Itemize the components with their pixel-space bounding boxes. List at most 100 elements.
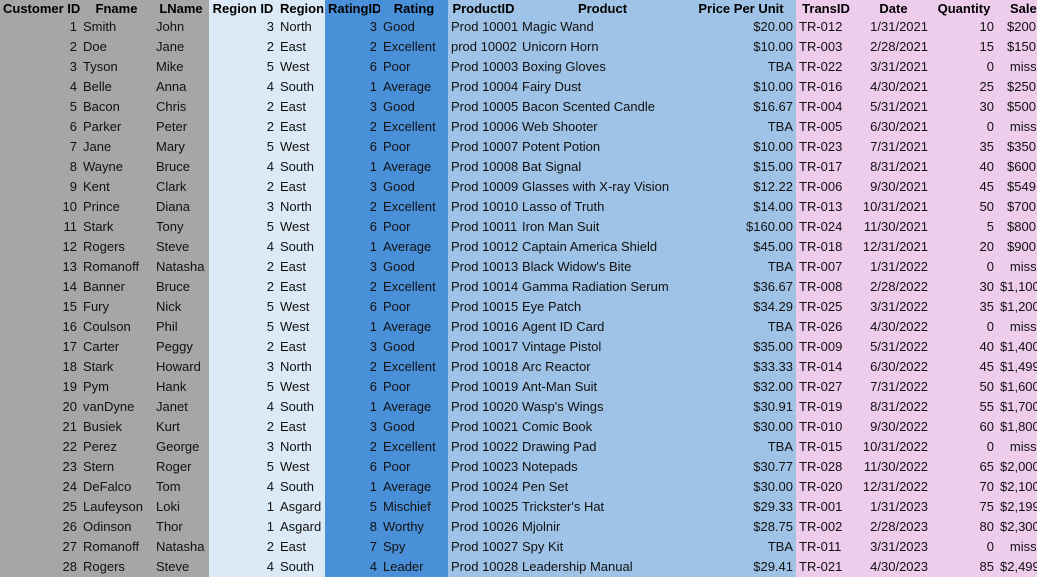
table-cell[interactable]: missing [997,317,1037,337]
table-cell[interactable]: 35 [931,137,997,157]
column-header[interactable]: ProductID [448,0,519,17]
table-cell[interactable]: Good [380,97,448,117]
table-cell[interactable]: Worthy [380,517,448,537]
table-cell[interactable]: 3 [209,197,277,217]
table-cell[interactable]: TR-016 [796,77,856,97]
table-cell[interactable]: Excellent [380,357,448,377]
column-header[interactable]: Rating [380,0,448,17]
column-header[interactable]: Region ID [209,0,277,17]
table-cell[interactable]: Stern [80,457,153,477]
table-cell[interactable]: Excellent [380,197,448,217]
table-cell[interactable]: Stark [80,357,153,377]
table-cell[interactable]: 9 [0,177,80,197]
table-cell[interactable]: 6 [325,297,380,317]
table-cell[interactable]: 5 [209,297,277,317]
table-cell[interactable]: 6 [325,57,380,77]
table-cell[interactable]: Tyson [80,57,153,77]
table-cell[interactable]: 7 [325,537,380,557]
table-cell[interactable]: 3 [325,257,380,277]
table-cell[interactable]: $1,800.00 [997,417,1037,437]
table-cell[interactable]: 7 [0,137,80,157]
table-cell[interactable]: $14.00 [686,197,796,217]
table-cell[interactable]: 2/28/2022 [856,277,931,297]
table-cell[interactable]: 7/31/2021 [856,137,931,157]
table-cell[interactable]: TR-022 [796,57,856,77]
table-cell[interactable]: $30.00 [686,477,796,497]
table-cell[interactable]: Bruce [153,277,209,297]
table-cell[interactable]: TBA [686,117,796,137]
table-cell[interactable]: 5/31/2021 [856,97,931,117]
table-cell[interactable]: $2,100.00 [997,477,1037,497]
table-cell[interactable]: Rogers [80,557,153,577]
table-cell[interactable]: 1 [325,157,380,177]
table-cell[interactable]: $29.41 [686,557,796,577]
table-cell[interactable]: TBA [686,437,796,457]
table-cell[interactable]: TR-014 [796,357,856,377]
table-cell[interactable]: 4/30/2022 [856,317,931,337]
table-cell[interactable]: 70 [931,477,997,497]
table-cell[interactable]: East [277,37,325,57]
table-cell[interactable]: 35 [931,297,997,317]
table-cell[interactable]: 14 [0,277,80,297]
table-cell[interactable]: 23 [0,457,80,477]
table-cell[interactable]: TR-006 [796,177,856,197]
table-cell[interactable]: $200.00 [997,17,1037,37]
table-cell[interactable]: Rogers [80,237,153,257]
table-cell[interactable]: Good [380,17,448,37]
table-cell[interactable]: Prod 10021 [448,417,519,437]
table-cell[interactable]: 4 [209,477,277,497]
table-cell[interactable]: Coulson [80,317,153,337]
table-cell[interactable]: TR-004 [796,97,856,117]
table-cell[interactable]: $28.75 [686,517,796,537]
table-cell[interactable]: Howard [153,357,209,377]
table-cell[interactable]: Average [380,237,448,257]
table-cell[interactable]: Clark [153,177,209,197]
table-cell[interactable]: 7/31/2022 [856,377,931,397]
table-cell[interactable]: prod 10002 [448,37,519,57]
table-cell[interactable]: 50 [931,377,997,397]
table-cell[interactable]: $2,499.85 [997,557,1037,577]
table-cell[interactable]: 4 [209,157,277,177]
column-header[interactable]: Price Per Unit [686,0,796,17]
table-cell[interactable]: Excellent [380,117,448,137]
table-cell[interactable]: $1,600.00 [997,377,1037,397]
table-cell[interactable]: TR-021 [796,557,856,577]
table-cell[interactable]: 0 [931,537,997,557]
table-cell[interactable]: 3/31/2023 [856,537,931,557]
table-cell[interactable]: 2 [209,117,277,137]
table-cell[interactable]: TR-023 [796,137,856,157]
table-cell[interactable]: Peggy [153,337,209,357]
table-cell[interactable]: Good [380,257,448,277]
table-cell[interactable]: 0 [931,117,997,137]
table-cell[interactable]: $20.00 [686,17,796,37]
table-cell[interactable]: Jane [80,137,153,157]
table-cell[interactable]: 2 [325,37,380,57]
table-cell[interactable]: 1 [209,497,277,517]
table-cell[interactable]: West [277,137,325,157]
column-header[interactable]: TransID [796,0,856,17]
table-cell[interactable]: TR-005 [796,117,856,137]
table-cell[interactable]: 4/30/2021 [856,77,931,97]
table-cell[interactable]: South [277,237,325,257]
table-cell[interactable]: 3 [0,57,80,77]
table-cell[interactable]: Prod 10005 [448,97,519,117]
table-cell[interactable]: Magic Wand [519,17,686,37]
table-cell[interactable]: $10.00 [686,37,796,57]
table-cell[interactable]: South [277,157,325,177]
table-cell[interactable]: 10 [931,17,997,37]
table-cell[interactable]: TR-028 [796,457,856,477]
table-cell[interactable]: 2 [325,197,380,217]
table-cell[interactable]: Bruce [153,157,209,177]
table-cell[interactable]: Stark [80,217,153,237]
table-cell[interactable]: Prod 10004 [448,77,519,97]
table-cell[interactable]: Poor [380,377,448,397]
table-cell[interactable]: East [277,257,325,277]
table-cell[interactable]: 2/28/2023 [856,517,931,537]
table-cell[interactable]: Prod 10027 [448,537,519,557]
table-cell[interactable]: Prod 10014 [448,277,519,297]
table-cell[interactable]: Phil [153,317,209,337]
table-cell[interactable]: 45 [931,177,997,197]
table-cell[interactable]: $1,700.05 [997,397,1037,417]
table-cell[interactable]: Poor [380,57,448,77]
table-cell[interactable]: Comic Book [519,417,686,437]
